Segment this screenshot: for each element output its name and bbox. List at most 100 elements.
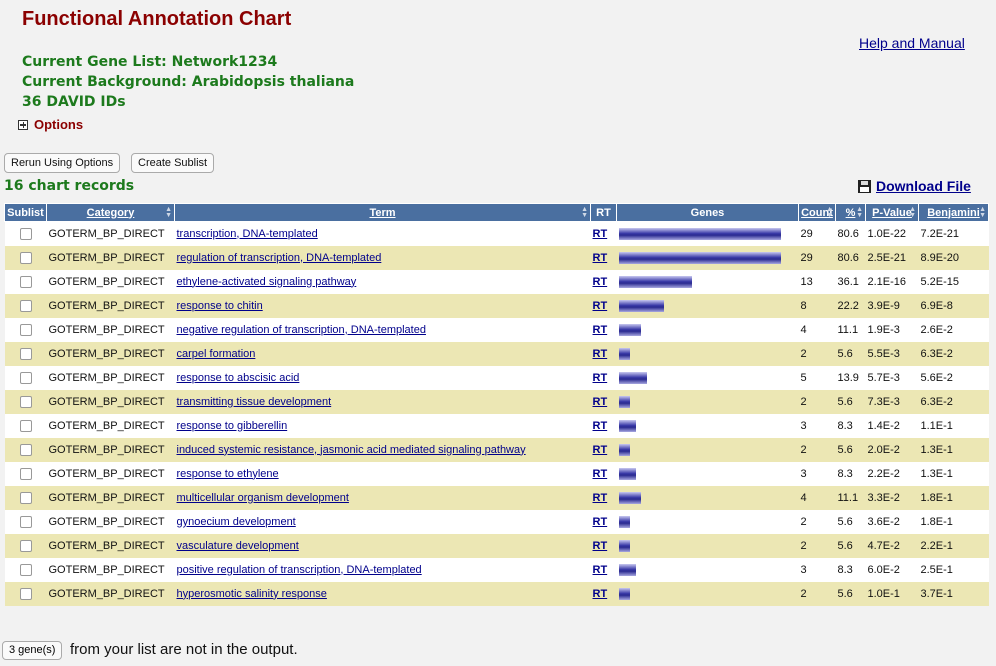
term-link[interactable]: positive regulation of transcription, DN… bbox=[176, 563, 422, 576]
genes-bar[interactable] bbox=[618, 539, 630, 552]
rt-link[interactable]: RT bbox=[592, 467, 608, 480]
rt-link[interactable]: RT bbox=[592, 515, 608, 528]
expand-plus-icon[interactable] bbox=[18, 119, 28, 130]
download-file-link[interactable]: Download File bbox=[858, 178, 971, 194]
rt-link[interactable]: RT bbox=[592, 539, 608, 552]
genes-bar[interactable] bbox=[618, 371, 647, 384]
pvalue-cell: 1.0E-22 bbox=[865, 221, 919, 246]
genes-bar[interactable] bbox=[618, 275, 692, 288]
rt-link[interactable]: RT bbox=[592, 587, 608, 600]
genes-cell bbox=[616, 389, 799, 414]
term-link[interactable]: response to chitin bbox=[176, 299, 263, 312]
row-checkbox[interactable] bbox=[19, 227, 32, 240]
missing-genes-button[interactable]: 3 gene(s) bbox=[2, 641, 63, 660]
rt-link[interactable]: RT bbox=[592, 347, 608, 360]
term-link[interactable]: gynoecium development bbox=[176, 515, 296, 528]
row-checkbox[interactable] bbox=[19, 251, 32, 264]
row-checkbox[interactable] bbox=[19, 491, 32, 504]
term-link[interactable]: negative regulation of transcription, DN… bbox=[176, 323, 426, 336]
row-checkbox[interactable] bbox=[19, 347, 32, 360]
table-row: GOTERM_BP_DIRECT regulation of transcript… bbox=[4, 245, 989, 270]
rt-link[interactable]: RT bbox=[592, 227, 608, 240]
genes-bar[interactable] bbox=[618, 323, 641, 336]
benjamini-cell: 2.2E-1 bbox=[918, 533, 989, 558]
genes-bar[interactable] bbox=[618, 395, 630, 408]
rt-cell: RT bbox=[590, 365, 617, 390]
row-checkbox[interactable] bbox=[19, 419, 32, 432]
term-link[interactable]: regulation of transcription, DNA-templat… bbox=[176, 251, 382, 264]
genes-bar[interactable] bbox=[618, 491, 641, 504]
help-and-manual-link[interactable]: Help and Manual bbox=[859, 35, 965, 51]
create-sublist-button[interactable]: Create Sublist bbox=[131, 153, 215, 173]
genes-bar[interactable] bbox=[618, 299, 664, 312]
row-checkbox[interactable] bbox=[19, 299, 32, 312]
sort-arrows-icon[interactable]: ▲ ▼ bbox=[909, 206, 916, 219]
row-checkbox[interactable] bbox=[19, 539, 32, 552]
rt-link[interactable]: RT bbox=[592, 443, 608, 456]
term-link[interactable]: vasculature development bbox=[176, 539, 299, 552]
row-checkbox[interactable] bbox=[19, 515, 32, 528]
column-header-term[interactable]: Term ▲ ▼ bbox=[174, 203, 591, 222]
rt-link[interactable]: RT bbox=[592, 275, 608, 288]
column-header-percent[interactable]: % ▲ ▼ bbox=[835, 203, 866, 222]
genes-bar[interactable] bbox=[618, 251, 781, 264]
column-header-pvalue[interactable]: P-Value ▲ ▼ bbox=[865, 203, 919, 222]
sublist-cell bbox=[4, 509, 47, 534]
rt-link[interactable]: RT bbox=[592, 299, 608, 312]
options-toggle[interactable]: Options bbox=[18, 117, 83, 132]
rt-link[interactable]: RT bbox=[592, 371, 608, 384]
genes-bar[interactable] bbox=[618, 227, 781, 240]
row-checkbox[interactable] bbox=[19, 395, 32, 408]
sort-arrows-icon[interactable]: ▲ ▼ bbox=[979, 206, 986, 219]
rerun-using-options-button[interactable]: Rerun Using Options bbox=[4, 153, 121, 173]
genes-bar[interactable] bbox=[618, 467, 636, 480]
sort-arrows-icon[interactable]: ▲ ▼ bbox=[165, 206, 172, 219]
rt-link[interactable]: RT bbox=[592, 323, 608, 336]
count-cell: 2 bbox=[798, 341, 836, 366]
row-checkbox[interactable] bbox=[19, 467, 32, 480]
annotation-chart-table: Sublist Category ▲ ▼ Term ▲ ▼ RT Genes Count… bbox=[4, 203, 989, 606]
term-link[interactable]: multicellular organism development bbox=[176, 491, 349, 504]
sort-arrows-icon[interactable]: ▲ ▼ bbox=[581, 206, 588, 219]
row-checkbox[interactable] bbox=[19, 587, 32, 600]
rt-cell: RT bbox=[590, 317, 617, 342]
term-link[interactable]: response to abscisic acid bbox=[176, 371, 300, 384]
term-link[interactable]: induced systemic resistance, jasmonic ac… bbox=[176, 443, 526, 456]
column-header-category[interactable]: Category ▲ ▼ bbox=[46, 203, 175, 222]
sort-arrows-icon[interactable]: ▲ ▼ bbox=[856, 206, 863, 219]
rt-link[interactable]: RT bbox=[592, 419, 608, 432]
pvalue-cell: 2.0E-2 bbox=[865, 437, 919, 462]
genes-bar[interactable] bbox=[618, 563, 636, 576]
row-checkbox[interactable] bbox=[19, 443, 32, 456]
row-checkbox[interactable] bbox=[19, 563, 32, 576]
genes-bar[interactable] bbox=[618, 443, 630, 456]
rt-link[interactable]: RT bbox=[592, 491, 608, 504]
row-checkbox[interactable] bbox=[19, 275, 32, 288]
percent-cell: 8.3 bbox=[835, 461, 866, 486]
download-file-label[interactable]: Download File bbox=[876, 178, 971, 194]
genes-bar[interactable] bbox=[618, 347, 630, 360]
genes-bar[interactable] bbox=[618, 515, 630, 528]
pvalue-cell: 1.0E-1 bbox=[865, 581, 919, 606]
term-link[interactable]: transcription, DNA-templated bbox=[176, 227, 318, 240]
sublist-cell bbox=[4, 461, 47, 486]
term-link[interactable]: hyperosmotic salinity response bbox=[176, 587, 327, 600]
percent-cell: 5.6 bbox=[835, 533, 866, 558]
column-header-benjamini[interactable]: Benjamini ▲ ▼ bbox=[918, 203, 989, 222]
genes-bar[interactable] bbox=[618, 419, 636, 432]
term-link[interactable]: ethylene-activated signaling pathway bbox=[176, 275, 357, 288]
rt-link[interactable]: RT bbox=[592, 563, 608, 576]
term-link[interactable]: response to gibberellin bbox=[176, 419, 288, 432]
row-checkbox[interactable] bbox=[19, 371, 32, 384]
genes-cell bbox=[616, 533, 799, 558]
rt-link[interactable]: RT bbox=[592, 395, 608, 408]
genes-bar[interactable] bbox=[618, 587, 630, 600]
rt-link[interactable]: RT bbox=[592, 251, 608, 264]
column-header-count[interactable]: Count ▲ ▼ bbox=[798, 203, 836, 222]
count-cell: 2 bbox=[798, 509, 836, 534]
term-link[interactable]: response to ethylene bbox=[176, 467, 279, 480]
term-link[interactable]: carpel formation bbox=[176, 347, 256, 360]
row-checkbox[interactable] bbox=[19, 323, 32, 336]
sort-arrows-icon[interactable]: ▲ ▼ bbox=[826, 206, 833, 219]
term-link[interactable]: transmitting tissue development bbox=[176, 395, 332, 408]
